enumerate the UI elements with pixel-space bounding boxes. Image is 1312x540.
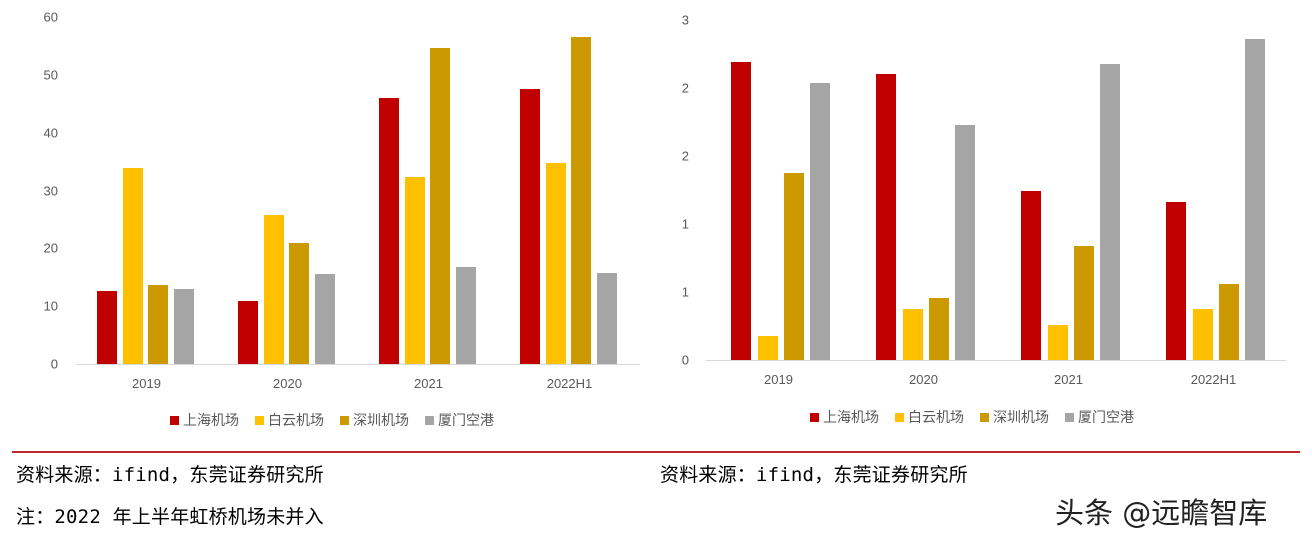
- bar-2021-1: [1048, 324, 1068, 360]
- legend-label: 上海机场: [823, 410, 879, 426]
- bar-2020-0: [876, 74, 896, 360]
- y-tick-label: 2: [681, 80, 689, 96]
- bar-2021-1: [405, 176, 425, 364]
- chart-legend: 上海机场 白云机场 深圳机场 厦门空港: [170, 410, 494, 430]
- legend-label: 深圳机场: [993, 410, 1049, 426]
- bar-2020-2: [289, 243, 309, 364]
- bar-2022H1-2: [571, 36, 591, 364]
- bar-2021-2: [1074, 245, 1094, 360]
- bar-2020-3: [315, 273, 335, 364]
- bar-2019-2: [784, 173, 804, 360]
- left-source-text: 资料来源：ifind，东莞证券研究所: [16, 464, 324, 486]
- chart-legend: 上海机场 白云机场 深圳机场 厦门空港: [810, 407, 1134, 427]
- bar-2021-0: [379, 97, 399, 364]
- legend-item: 上海机场: [810, 407, 879, 427]
- bar-2020-0: [238, 300, 258, 364]
- y-tick-label: 20: [43, 240, 58, 256]
- bar-2022H1-3: [597, 273, 617, 364]
- bar-2020-2: [929, 297, 949, 360]
- y-tick-label: 60: [43, 9, 58, 25]
- y-tick-label: 2: [681, 148, 689, 164]
- bar-2020-1: [264, 214, 284, 364]
- watermark-text: 头条 @远瞻智库: [1055, 496, 1268, 530]
- x-tick-label: 2021: [414, 376, 443, 391]
- bar-2021-3: [1100, 64, 1120, 360]
- y-tick-label: 30: [43, 183, 58, 198]
- y-tick-label: 50: [43, 67, 58, 83]
- y-tick-label: 0: [681, 352, 689, 368]
- bar-2020-3: [955, 125, 975, 360]
- legend-swatch-icon: [170, 415, 179, 425]
- bar-2019-0: [731, 61, 751, 360]
- x-tick-label: 2021: [1054, 372, 1083, 387]
- bar-2019-0: [97, 291, 117, 364]
- legend-swatch-icon: [340, 415, 349, 425]
- right-bar-chart: 0 1 1 2 2 3 2019 2020 2021 2022H1 上海机场 白云机场 深圳机场 厦门空港: [655, 0, 1312, 440]
- y-tick-label: 40: [43, 125, 58, 141]
- x-tick-label: 2020: [273, 376, 302, 391]
- legend-swatch-icon: [810, 412, 819, 422]
- legend-label: 上海机场: [183, 413, 239, 429]
- x-tick-label: 2022H1: [546, 376, 593, 391]
- bar-2019-3: [810, 83, 830, 360]
- legend-swatch-icon: [255, 415, 264, 425]
- bar-2019-1: [758, 336, 778, 360]
- x-tick-label: 2019: [132, 376, 161, 391]
- y-tick-label: 3: [681, 12, 689, 28]
- legend-item: 厦门空港: [1065, 407, 1134, 427]
- legend-swatch-icon: [1065, 412, 1074, 422]
- x-tick-label: 2022H1: [1190, 372, 1237, 387]
- bar-2022H1-3: [1245, 39, 1265, 360]
- legend-label: 厦门空港: [438, 413, 494, 429]
- bar-2020-1: [903, 309, 923, 360]
- legend-item: 厦门空港: [425, 410, 494, 430]
- bar-2022H1-2: [1219, 284, 1239, 360]
- bar-2022H1-1: [546, 162, 566, 364]
- x-tick-label: 2020: [909, 372, 938, 387]
- bar-2022H1-1: [1193, 309, 1213, 360]
- legend-item: 深圳机场: [980, 407, 1049, 427]
- legend-label: 深圳机场: [353, 413, 409, 429]
- bar-2019-1: [123, 167, 143, 364]
- legend-item: 上海机场: [170, 410, 239, 430]
- y-tick-label: 0: [50, 356, 58, 372]
- right-divider-rule: [652, 451, 1300, 453]
- legend-item: 白云机场: [255, 410, 324, 430]
- y-tick-label: 10: [43, 298, 58, 314]
- x-tick-label: 2019: [764, 372, 793, 387]
- right-source-text: 资料来源：ifind，东莞证券研究所: [660, 464, 968, 486]
- bar-2021-3: [456, 266, 476, 364]
- left-note-text: 注：2022 年上半年虹桥机场未并入: [16, 506, 324, 528]
- legend-item: 深圳机场: [340, 410, 409, 430]
- bar-2022H1-0: [1166, 202, 1186, 360]
- bar-2021-2: [430, 47, 450, 364]
- left-divider-rule: [12, 451, 658, 453]
- y-tick-label: 1: [681, 216, 689, 232]
- bar-2021-0: [1021, 191, 1041, 360]
- legend-label: 白云机场: [908, 410, 964, 426]
- y-tick-label: 1: [681, 284, 689, 300]
- legend-label: 白云机场: [268, 413, 324, 429]
- legend-swatch-icon: [425, 415, 434, 425]
- legend-swatch-icon: [980, 412, 989, 422]
- legend-label: 厦门空港: [1078, 410, 1134, 426]
- x-axis-line: [76, 364, 640, 365]
- bar-2022H1-0: [520, 88, 540, 364]
- x-axis-line: [706, 360, 1286, 361]
- bar-2019-2: [148, 284, 168, 364]
- legend-swatch-icon: [895, 412, 904, 422]
- bar-2019-3: [174, 288, 194, 364]
- left-bar-chart: 0 10 20 30 40 50 60 2019 2020 2021 2022H1 上海机场 白云机场 深…: [0, 0, 655, 440]
- legend-item: 白云机场: [895, 407, 964, 427]
